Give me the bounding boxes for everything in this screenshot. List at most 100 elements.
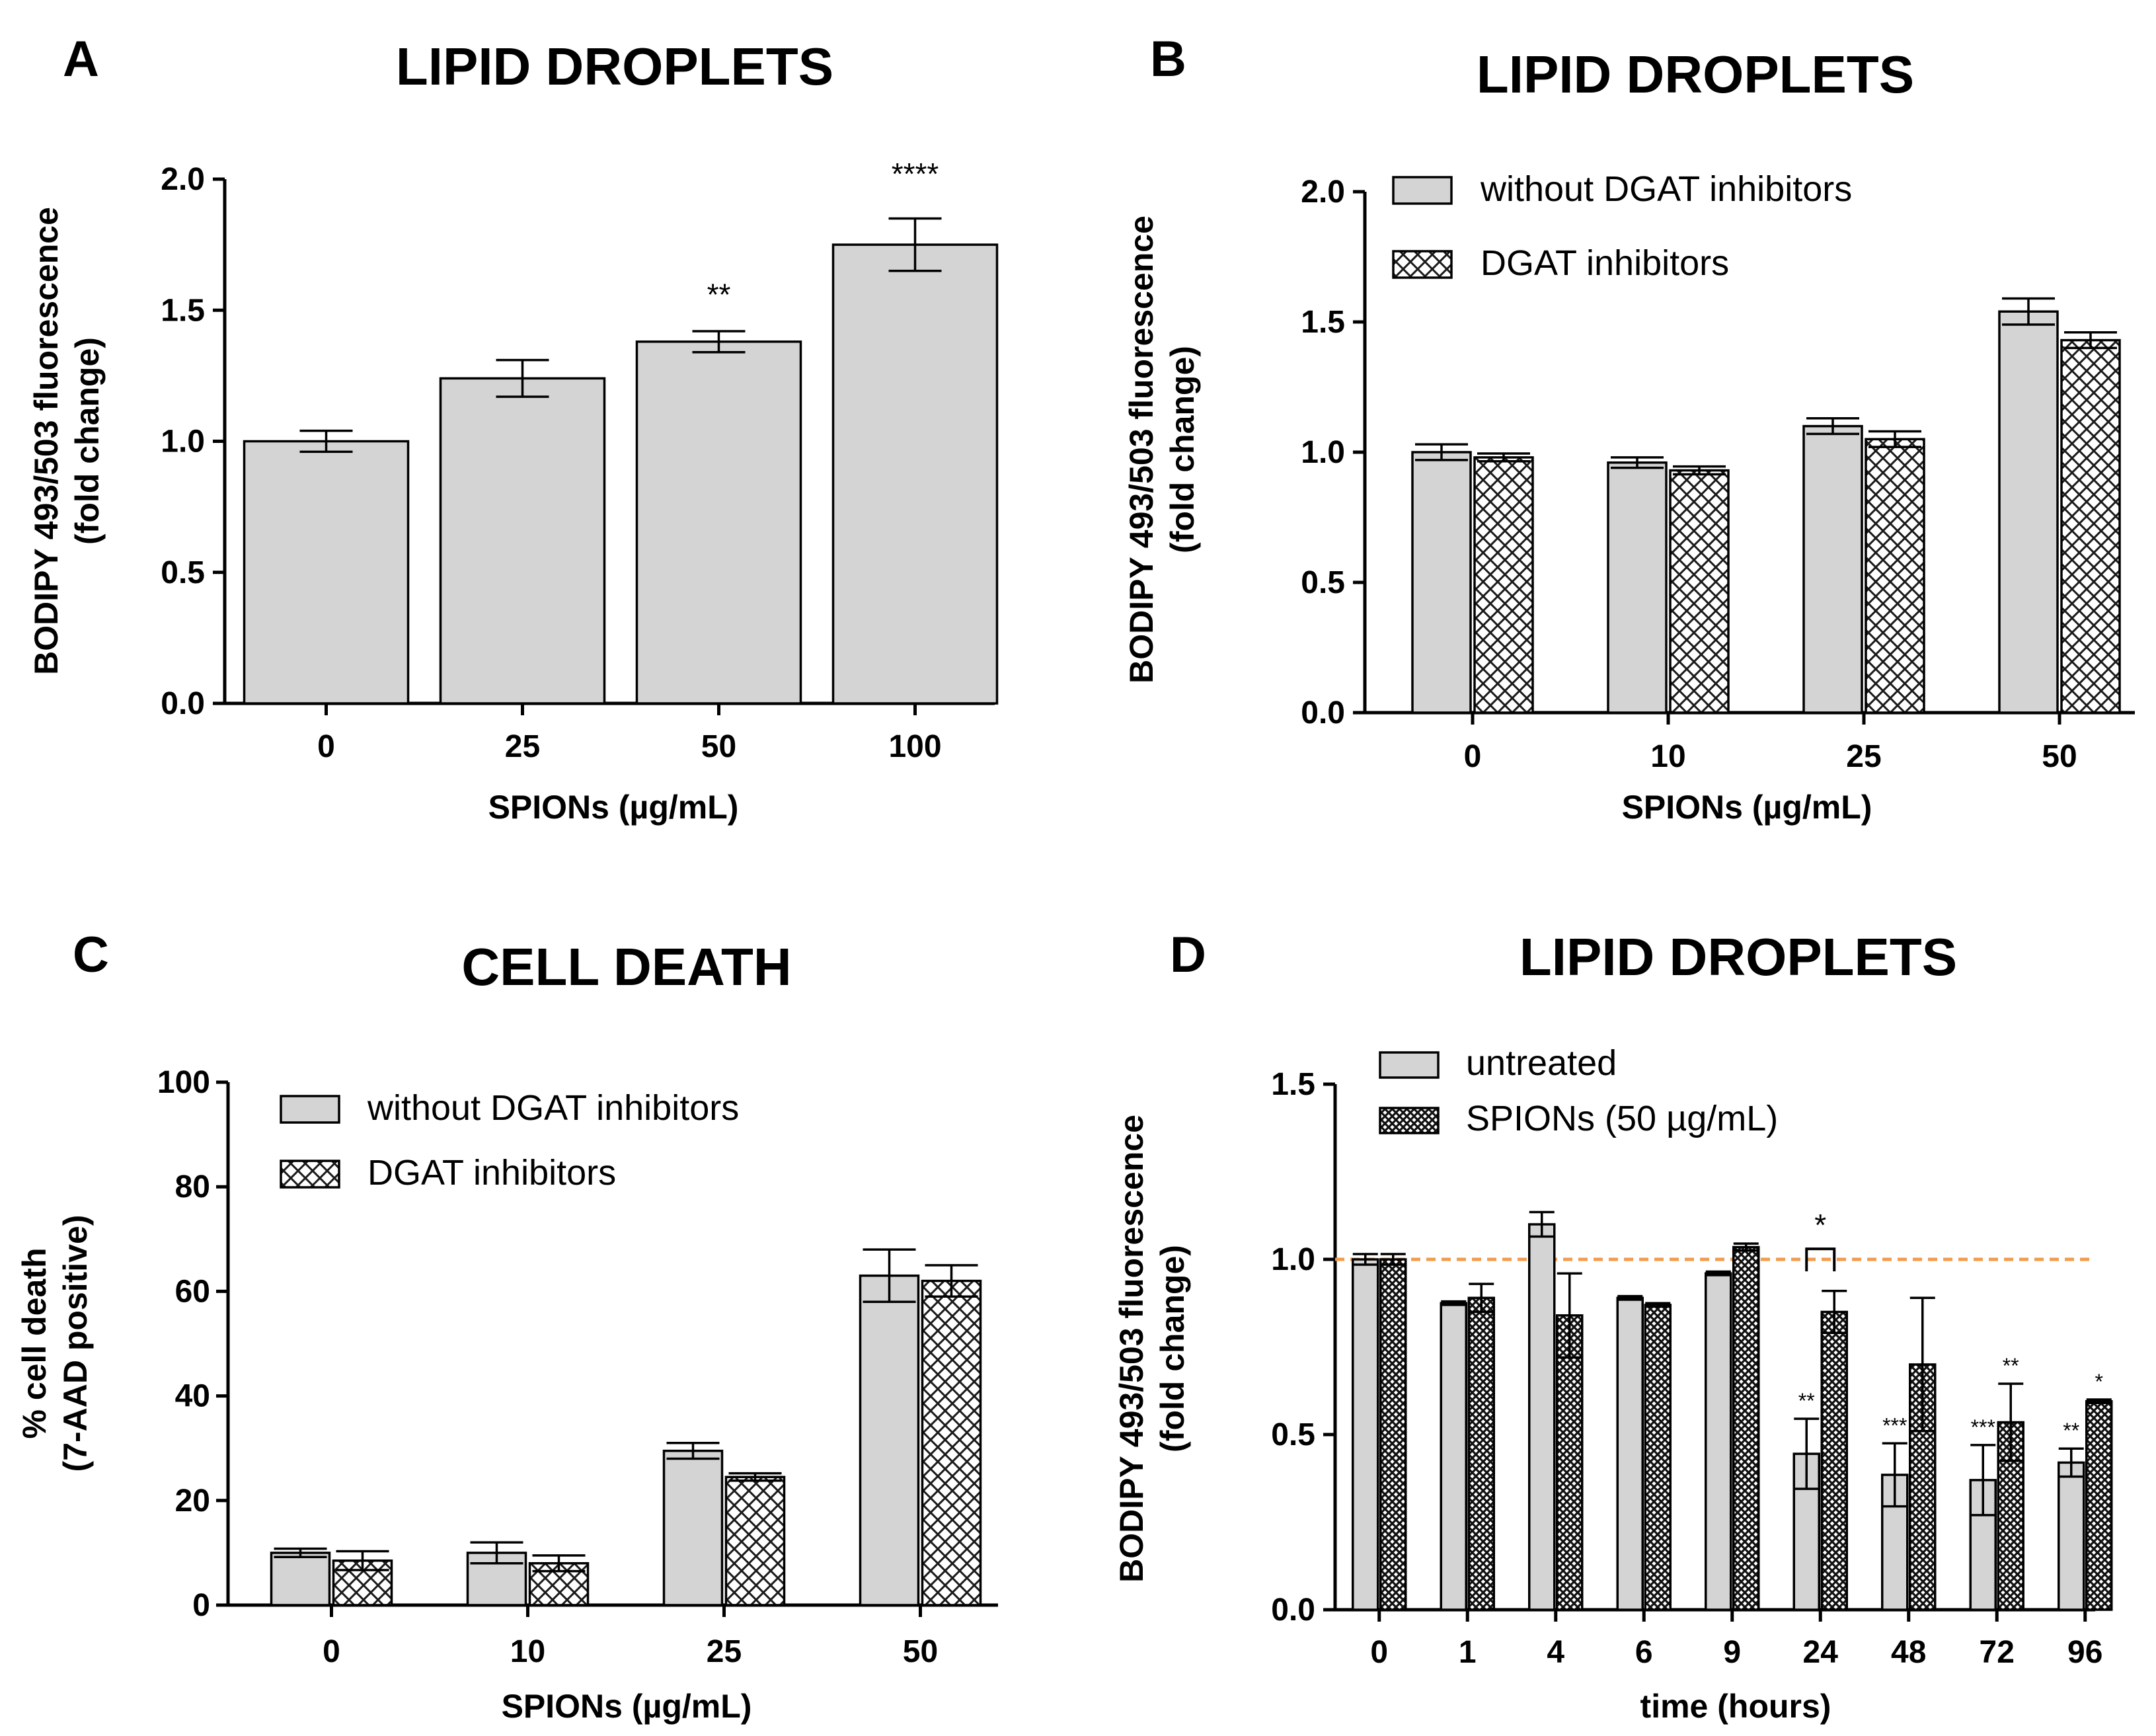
chart-b: 0.0 0.5 1.0 1.5 2.0 0 10 25 50 SPIONs (µg/mL) BODI… xyxy=(1123,169,2135,826)
y-tick-label: 1.5 xyxy=(1271,1067,1315,1102)
x-tick-label: 0 xyxy=(1464,739,1482,774)
chart-title-c: CELL DEATH xyxy=(461,937,791,996)
y-tick-label: 0.5 xyxy=(1271,1417,1315,1452)
bar-series-0-category-3 xyxy=(1616,1296,1644,1611)
x-tick-label: 48 xyxy=(1891,1635,1926,1670)
y-axis-label: (7-AAD positive) xyxy=(57,1215,94,1472)
legend-label-1: SPIONs (50 µg/mL) xyxy=(1466,1099,1778,1138)
y-axis-label: (fold change) xyxy=(1164,346,1201,553)
x-tick-label: 10 xyxy=(1650,739,1685,774)
y-tick-label: 0.5 xyxy=(1301,565,1345,600)
panel-a: A LIPID DROPLETS 0.0 0.5 1.0 1.5 2.0 0 25 50 100… xyxy=(28,31,999,826)
bar-series-1-category-7 xyxy=(1997,1421,2024,1611)
legend-swatch-1 xyxy=(1392,250,1453,279)
y-axis-label: % cell death xyxy=(16,1248,53,1439)
bar-series-0-category-0 xyxy=(1352,1258,1379,1611)
bar-series-1-category-5 xyxy=(1820,1310,1848,1611)
bar-series-0-category-1 xyxy=(1607,461,1668,714)
y-axis-label: BODIPY 493/503 fluorescence xyxy=(1123,216,1160,684)
panel-letter-c: C xyxy=(73,927,109,983)
y-tick-label: 0.5 xyxy=(161,555,205,590)
x-axis-label: SPIONs (µg/mL) xyxy=(502,1688,752,1725)
significance-label: ** xyxy=(2063,1419,2079,1442)
bar-series-1-category-1 xyxy=(1467,1296,1495,1611)
legend-label-0: without DGAT inhibitors xyxy=(367,1088,739,1128)
bar-series-0-category-3 xyxy=(859,1274,920,1606)
bar-series-1-category-2 xyxy=(1556,1314,1584,1611)
x-tick-label: 72 xyxy=(1980,1635,2015,1670)
x-tick-label: 0 xyxy=(323,1634,340,1669)
bracket-label: * xyxy=(1814,1208,1826,1242)
significance-label: *** xyxy=(1971,1415,1995,1439)
legend-swatch-0 xyxy=(1379,1051,1440,1079)
panel-letter-a: A xyxy=(63,31,99,87)
y-tick-label: 20 xyxy=(175,1483,210,1519)
y-tick-label: 2.0 xyxy=(161,162,205,197)
x-tick-label: 6 xyxy=(1635,1635,1653,1670)
y-axis-label: BODIPY 493/503 fluorescence xyxy=(1113,1115,1150,1583)
x-tick-label: 4 xyxy=(1547,1635,1564,1670)
legend-label-1: DGAT inhibitors xyxy=(367,1153,616,1193)
bar-category-1 xyxy=(439,377,606,705)
x-axis-label: SPIONs (µg/mL) xyxy=(1622,789,1872,826)
x-tick-label: 100 xyxy=(888,729,941,764)
y-tick-label: 0.0 xyxy=(161,686,205,721)
bar-series-1-category-1 xyxy=(1669,469,1730,714)
y-tick-label: 40 xyxy=(175,1379,210,1414)
legend-label-0: without DGAT inhibitors xyxy=(1480,169,1852,209)
bar-series-1-category-3 xyxy=(2060,338,2121,714)
chart-c: 0 20 40 60 80 100 0 10 25 50 SPIONs (µg/mL) % cell … xyxy=(16,1065,998,1725)
y-tick-label: 0 xyxy=(192,1588,210,1623)
significance-label: ** xyxy=(2003,1354,2019,1378)
bar-series-1-category-2 xyxy=(724,1476,786,1606)
bar-series-1-category-8 xyxy=(2085,1400,2113,1611)
bar-series-0-category-2 xyxy=(1528,1223,1556,1611)
bar-series-0-category-2 xyxy=(1802,424,1863,714)
x-tick-label: 50 xyxy=(701,729,736,764)
bar-series-1-category-0 xyxy=(1473,456,1534,714)
significance-label: * xyxy=(2095,1370,2103,1394)
y-tick-label: 0.0 xyxy=(1301,695,1345,730)
bar-series-0-category-4 xyxy=(1705,1272,1732,1611)
bar-series-0-category-0 xyxy=(1411,451,1472,714)
x-tick-label: 9 xyxy=(1723,1635,1741,1670)
bar-series-0-category-0 xyxy=(270,1552,331,1606)
x-tick-label: 50 xyxy=(2042,739,2077,774)
bar-series-0-category-1 xyxy=(1440,1302,1467,1611)
panel-c: C CELL DEATH 0 20 40 60 80 100 0 10 25 50 SPIONs (… xyxy=(16,927,998,1725)
legend-swatch-1 xyxy=(280,1160,340,1189)
panel-letter-b: B xyxy=(1150,31,1186,87)
x-tick-label: 96 xyxy=(2067,1635,2102,1670)
x-axis-label: time (hours) xyxy=(1640,1688,1831,1725)
significance-label: *** xyxy=(1882,1413,1907,1437)
chart-a: 0.0 0.5 1.0 1.5 2.0 0 25 50 100 SPIONs (µg/mL) BOD… xyxy=(28,157,999,826)
legend-label-0: untreated xyxy=(1466,1043,1617,1083)
x-tick-label: 50 xyxy=(903,1634,938,1669)
bar-category-2 xyxy=(635,340,802,705)
legend-swatch-0 xyxy=(1392,176,1453,205)
y-axis-label: (fold change) xyxy=(69,337,106,545)
bar-category-0 xyxy=(243,440,410,705)
y-tick-label: 60 xyxy=(175,1274,210,1309)
x-tick-label: 25 xyxy=(1846,739,1881,774)
chart-title-a: LIPID DROPLETS xyxy=(396,37,833,96)
y-tick-label: 80 xyxy=(175,1169,210,1204)
legend-swatch-0 xyxy=(280,1095,340,1124)
y-tick-label: 1.0 xyxy=(161,424,205,459)
bar-series-1-category-3 xyxy=(921,1279,982,1606)
bar-series-1-category-3 xyxy=(1644,1304,1672,1611)
bar-series-0-category-8 xyxy=(2058,1461,2085,1611)
chart-title-b: LIPID DROPLETS xyxy=(1477,45,1914,104)
bar-series-1-category-2 xyxy=(1865,438,1925,714)
significance-bracket xyxy=(1805,1247,1836,1272)
panel-b: B LIPID DROPLETS 0.0 0.5 1.0 1.5 2.0 0 10 25 50 S… xyxy=(1123,31,2135,826)
x-tick-label: 0 xyxy=(1370,1635,1388,1670)
chart-d: 0.0 0.5 1.0 1.5 0 1 4 6 9 24 48 72 96 time (hours) BOD… xyxy=(1113,1043,2113,1725)
legend-swatch-1 xyxy=(1379,1107,1440,1134)
significance-label: ** xyxy=(707,277,731,311)
y-tick-label: 1.0 xyxy=(1301,435,1345,470)
x-tick-label: 10 xyxy=(510,1634,545,1669)
y-tick-label: 100 xyxy=(157,1065,210,1100)
x-tick-label: 24 xyxy=(1803,1635,1839,1670)
